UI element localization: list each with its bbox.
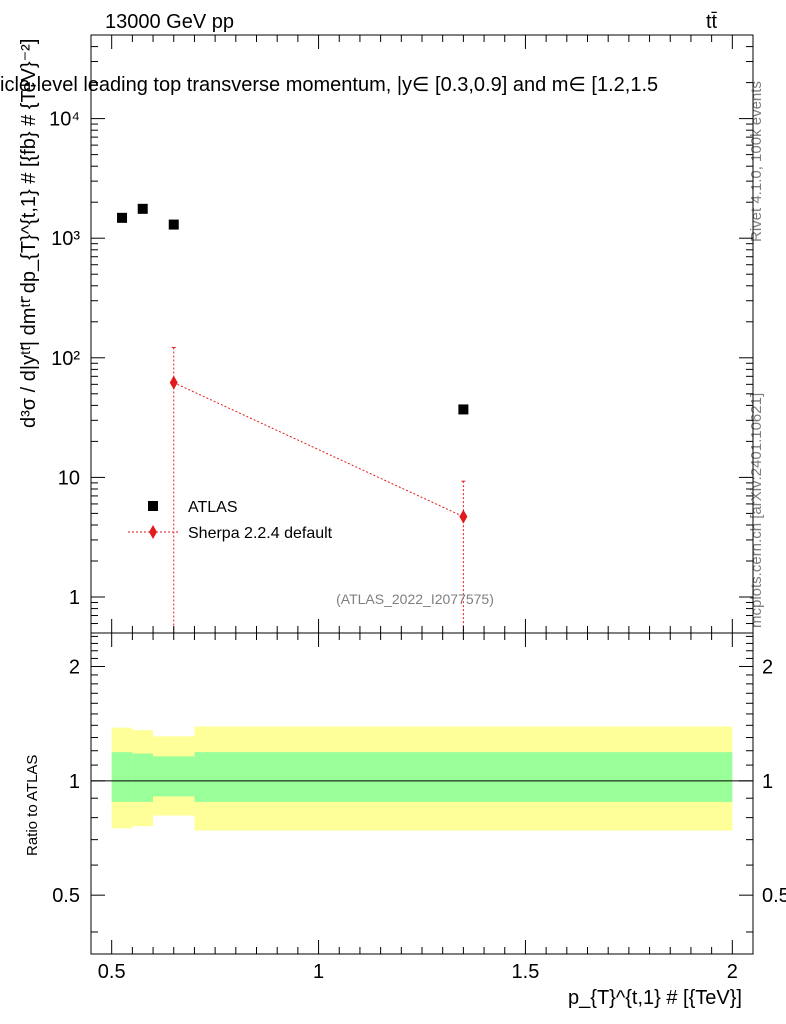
x-tick-label-2: 1.5 — [512, 961, 540, 983]
x-tick-label-1: 1 — [313, 961, 324, 983]
atlas-point-0 — [117, 212, 128, 223]
ratio-green-band-1 — [132, 753, 154, 802]
sherpa-line — [173, 382, 464, 518]
y-tick-label-main-2: 10² — [51, 348, 80, 370]
legend: ATLAS Sherpa 2.2.4 default — [128, 499, 333, 542]
rivet-label: Rivet 4.1.0, 100k events — [748, 81, 765, 242]
sherpa-point-1 — [459, 509, 468, 524]
mcplots-label: mcplots.cern.ch [arXiv:2401.10621] — [748, 393, 765, 628]
legend-atlas-label: ATLAS — [188, 499, 238, 516]
atlas-point-2 — [168, 219, 179, 230]
y-tick-label-ratio-left-0: 0.5 — [52, 885, 80, 907]
y-tick-label-ratio-right-2: 2 — [762, 656, 773, 678]
y-tick-label-ratio-right-1: 1 — [762, 771, 773, 793]
x-tick-label-3: 2 — [727, 961, 738, 983]
plot-title: icle-level leading top transverse moment… — [0, 74, 658, 96]
ratio-y-axis-label: Ratio to ATLAS — [24, 755, 41, 856]
data-points — [117, 203, 469, 524]
legend-atlas-marker — [148, 501, 158, 511]
header-energy-label: 13000 GeV pp — [105, 11, 234, 33]
sherpa-point-0 — [169, 375, 178, 390]
x-tick-label-0: 0.5 — [98, 961, 126, 983]
analysis-id-label: (ATLAS_2022_I2077575) — [336, 591, 494, 607]
ratio-green-band-2 — [153, 756, 195, 797]
atlas-point-1 — [137, 203, 148, 214]
x-axis-label: p_{T}^{t,1} # [{TeV}] — [568, 987, 742, 1009]
y-tick-label-main-4: 10⁴ — [49, 109, 80, 131]
legend-sherpa-label: Sherpa 2.2.4 default — [188, 525, 333, 542]
y-tick-label-ratio-left-2: 2 — [69, 656, 80, 678]
ratio-bands — [111, 726, 733, 831]
main-y-axis-label: d³σ / d|yᵗᵗ̄| dmᵗᵗ̄ dp_{T}^{t,1} # [{fb}… — [18, 39, 40, 428]
main-plot-frame — [90, 34, 754, 634]
ratio-green-band-3 — [194, 752, 733, 802]
axis-tick-labels: 0.5 1 1.5 2 1 10 10² 10³ 10⁴ 0.5 0.5 1 1 2 2 — [49, 109, 786, 983]
y-tick-label-ratio-left-1: 1 — [69, 771, 80, 793]
y-tick-label-ratio-right-0: 0.5 — [762, 885, 786, 907]
y-tick-label-main-1: 10 — [58, 467, 80, 489]
sherpa-connecting-line — [173, 382, 464, 518]
header-process-label: tt̄ — [706, 11, 718, 33]
legend-sherpa-marker — [149, 525, 157, 539]
atlas-point-3 — [458, 404, 469, 415]
y-tick-label-main-0: 1 — [69, 587, 80, 609]
axis-ticks — [90, 34, 754, 954]
sherpa-error-bars — [171, 346, 466, 633]
ratio-green-band-0 — [111, 752, 133, 802]
y-tick-label-main-3: 10³ — [51, 228, 80, 250]
